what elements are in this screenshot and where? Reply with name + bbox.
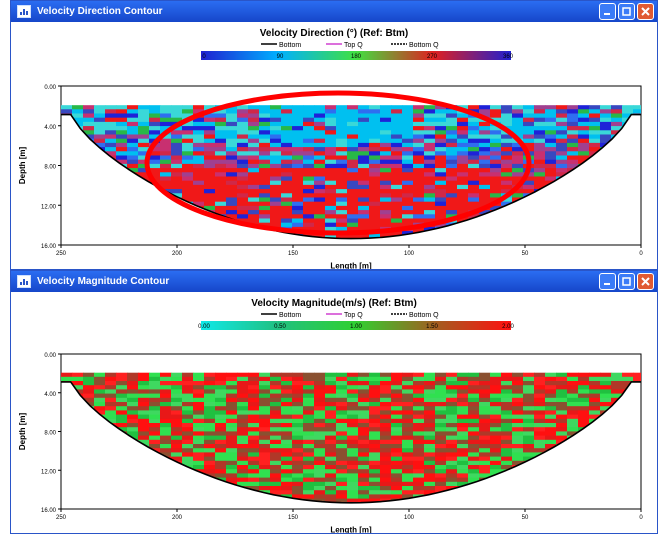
velocity-magnitude-window: Velocity Magnitude Contour Velocity Magn… bbox=[10, 270, 658, 534]
maximize-button[interactable] bbox=[618, 273, 635, 290]
y-tick-label: 8.00 bbox=[44, 431, 56, 437]
colorbar-tick-label: 2.00 bbox=[502, 324, 514, 330]
velocity-direction-window: Velocity Direction Contour Velocity Dire… bbox=[10, 0, 658, 270]
colorbar bbox=[201, 321, 511, 330]
close-icon bbox=[641, 277, 650, 286]
colorbar-tick-label: 270 bbox=[427, 54, 438, 60]
x-tick-label: 250 bbox=[56, 515, 67, 521]
x-tick-label: 200 bbox=[172, 251, 183, 257]
svg-text:Bottom Q: Bottom Q bbox=[409, 42, 439, 49]
x-tick-label: 150 bbox=[288, 515, 299, 521]
colorbar-tick-label: 1.00 bbox=[350, 324, 362, 330]
legend-item: Bottom bbox=[261, 42, 301, 49]
x-tick-label: 0 bbox=[639, 515, 643, 521]
svg-text:Bottom: Bottom bbox=[279, 312, 301, 319]
colorbar-tick-label: 1.50 bbox=[426, 324, 438, 330]
plot-title: Velocity Direction (°) (Ref: Btm) bbox=[260, 28, 408, 39]
velocity-magnitude-plot: Velocity Magnitude(m/s) (Ref: Btm) Bottom… bbox=[18, 298, 643, 534]
y-tick-label: 4.00 bbox=[44, 392, 56, 398]
maximize-button[interactable] bbox=[618, 3, 635, 20]
colorbar-tick-label: 180 bbox=[351, 54, 362, 60]
velocity-direction-plot: Velocity Direction (°) (Ref: Btm) Bottom T… bbox=[18, 28, 643, 270]
window-title: Velocity Direction Contour bbox=[37, 6, 163, 17]
minimize-icon bbox=[604, 283, 610, 285]
x-axis-label: Length [m] bbox=[330, 262, 372, 270]
y-tick-label: 16.00 bbox=[41, 508, 57, 514]
x-tick-label: 200 bbox=[172, 515, 183, 521]
colorbar-tick-label: 0 bbox=[202, 54, 206, 60]
y-tick-label: 12.00 bbox=[41, 204, 57, 210]
svg-text:Bottom Q: Bottom Q bbox=[409, 312, 439, 319]
legend-item: Bottom Q bbox=[391, 312, 439, 319]
x-tick-label: 0 bbox=[639, 251, 643, 257]
svg-text:Top Q: Top Q bbox=[344, 42, 363, 49]
chart-app-icon bbox=[17, 5, 31, 18]
minimize-button[interactable] bbox=[599, 273, 616, 290]
legend-item: Bottom bbox=[261, 312, 301, 319]
close-icon bbox=[641, 7, 650, 16]
maximize-icon bbox=[622, 277, 631, 286]
x-axis-label: Length [m] bbox=[330, 526, 372, 534]
svg-text:Bottom: Bottom bbox=[279, 42, 301, 49]
colorbar-tick-label: 90 bbox=[277, 54, 284, 60]
legend-item: Bottom Q bbox=[391, 42, 439, 49]
minimize-button[interactable] bbox=[599, 3, 616, 20]
window-title: Velocity Magnitude Contour bbox=[37, 276, 170, 287]
y-tick-label: 16.00 bbox=[41, 244, 57, 250]
plot-title: Velocity Magnitude(m/s) (Ref: Btm) bbox=[251, 298, 417, 309]
chart-app-icon bbox=[17, 275, 31, 288]
x-tick-label: 50 bbox=[522, 251, 529, 257]
colorbar-tick-label: 0.00 bbox=[198, 324, 210, 330]
colorbar-tick-label: 0.50 bbox=[274, 324, 286, 330]
x-tick-label: 50 bbox=[522, 515, 529, 521]
y-axis-label: Depth [m] bbox=[18, 413, 27, 451]
legend-item: Top Q bbox=[326, 312, 363, 319]
x-tick-label: 150 bbox=[288, 251, 299, 257]
close-button[interactable] bbox=[637, 273, 654, 290]
x-tick-label: 250 bbox=[56, 251, 67, 257]
maximize-icon bbox=[622, 7, 631, 16]
y-tick-label: 8.00 bbox=[44, 165, 56, 171]
y-tick-label: 0.00 bbox=[44, 85, 56, 91]
titlebar[interactable]: Velocity Magnitude Contour bbox=[11, 271, 657, 292]
svg-text:Top Q: Top Q bbox=[344, 312, 363, 319]
red-ellipse-annotation bbox=[144, 90, 532, 236]
colorbar-tick-label: 360 bbox=[503, 54, 514, 60]
legend-item: Top Q bbox=[326, 42, 363, 49]
y-tick-label: 0.00 bbox=[44, 353, 56, 359]
y-tick-label: 12.00 bbox=[41, 469, 57, 475]
bottom-profile-line bbox=[61, 381, 641, 504]
x-tick-label: 100 bbox=[404, 515, 415, 521]
y-tick-label: 4.00 bbox=[44, 125, 56, 131]
colorbar bbox=[201, 51, 511, 60]
x-tick-label: 100 bbox=[404, 251, 415, 257]
y-axis-label: Depth [m] bbox=[18, 147, 27, 185]
close-button[interactable] bbox=[637, 3, 654, 20]
titlebar[interactable]: Velocity Direction Contour bbox=[11, 1, 657, 22]
minimize-icon bbox=[604, 13, 610, 15]
